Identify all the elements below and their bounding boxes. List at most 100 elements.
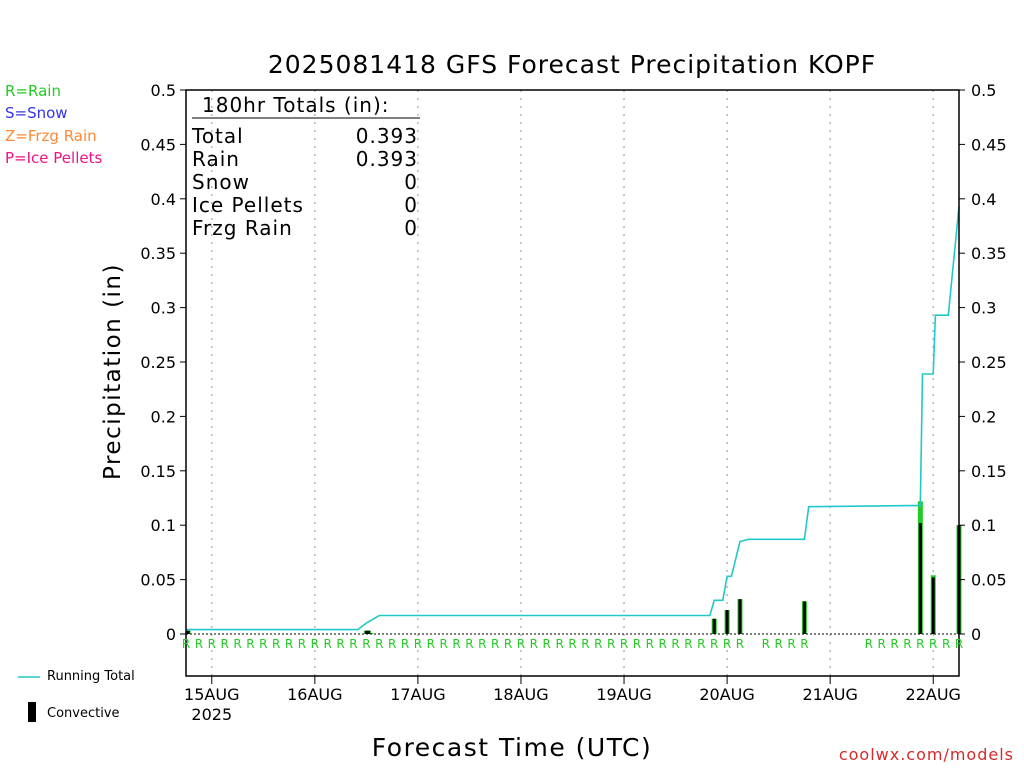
ptype-marker: R [362, 637, 370, 651]
credit-text: coolwx.com/models [838, 745, 1014, 764]
ptype-marker: R [890, 637, 898, 651]
totals-row-label: Frzg Rain [192, 216, 293, 240]
legend-running-total-label: Running Total [47, 669, 135, 684]
y-tick-label-left: 0.25 [140, 353, 176, 372]
legend-convective-label: Convective [47, 706, 120, 721]
ptype-marker: R [259, 637, 267, 651]
ptype-marker: R [220, 637, 228, 651]
ptype-marker: R [478, 637, 486, 651]
convective-bar [802, 601, 806, 634]
x-tick-label: 21AUG [802, 685, 857, 704]
ptype-marker: R [543, 637, 551, 651]
convective-bar [918, 523, 922, 634]
totals-row-value: 0.393 [356, 147, 418, 171]
legend-key-snow: S=Snow [5, 104, 68, 122]
y-tick-label-right: 0.45 [971, 135, 1007, 154]
ptype-marker: R [916, 637, 924, 651]
ptype-marker: R [336, 637, 344, 651]
y-tick-label-right: 0.4 [971, 190, 996, 209]
ptype-marker: R [594, 637, 602, 651]
ptype-marker: R [324, 637, 332, 651]
y-tick-label-left: 0.15 [140, 462, 176, 481]
totals-row-label: Total [191, 124, 244, 148]
convective-bar [712, 618, 716, 634]
y-tick-label-left: 0.2 [151, 407, 176, 426]
ptype-marker: R [684, 637, 692, 651]
y-tick-label-right: 0.2 [971, 407, 996, 426]
plot-frame [185, 89, 960, 677]
ptype-marker: R [568, 637, 576, 651]
convective-swatch [28, 702, 36, 722]
ptype-marker: R [414, 637, 422, 651]
x-tick-label: 22AUG [906, 685, 961, 704]
rain-bar [368, 632, 374, 634]
ptype-marker: R [208, 637, 216, 651]
ptype-marker: R [659, 637, 667, 651]
convective-bar [931, 577, 935, 634]
totals-row-label: Rain [192, 147, 240, 171]
legend-key-rain: R=Rain [5, 82, 61, 100]
x-tick-label: 15AUG [184, 685, 239, 704]
ptype-marker: R [800, 637, 808, 651]
ptype-marker: R [865, 637, 873, 651]
running-total-line [186, 206, 960, 631]
totals-row-label: Snow [192, 170, 250, 194]
ptype-marker: R [182, 637, 190, 651]
ptype-marker: R [517, 637, 525, 651]
bars-layer [185, 501, 962, 634]
y-tick-label-left: 0.05 [140, 571, 176, 590]
convective-bar [364, 630, 368, 634]
ptype-marker: R [555, 637, 563, 651]
ptype-marker: R [723, 637, 731, 651]
ptype-marker: R [762, 637, 770, 651]
ptype-marker: R [233, 637, 241, 651]
y-tick-label-left: 0.45 [140, 135, 176, 154]
legend-key-ice-pellets: P=Ice Pellets [5, 149, 103, 167]
ptype-marker: R [787, 637, 795, 651]
y-tick-label-right: 0.1 [971, 516, 996, 535]
ptype-marker: R [504, 637, 512, 651]
ptype-marker: R [375, 637, 383, 651]
y-tick-label-left: 0.3 [151, 299, 176, 318]
x-tick-label: 18AUG [493, 685, 548, 704]
ptype-marker: R [774, 637, 782, 651]
chart-title: 2025081418 GFS Forecast Precipitation KO… [267, 50, 877, 79]
ptype-marker: R [530, 637, 538, 651]
x-tick-label: 19AUG [596, 685, 651, 704]
totals-row-label: Ice Pellets [192, 193, 304, 217]
convective-bar [725, 610, 729, 634]
ptype-marker: R [736, 637, 744, 651]
y-tick-label-right: 0.35 [971, 244, 1007, 263]
ptype-marker: R [195, 637, 203, 651]
ptype-marker: R [710, 637, 718, 651]
ptype-marker: R [491, 637, 499, 651]
y-tick-label-right: 0.15 [971, 462, 1007, 481]
totals-row-value: 0 [404, 170, 418, 194]
ptype-marker: R [942, 637, 950, 651]
ptype-marker: R [607, 637, 615, 651]
y-axis-ticks: 0 00.05 0.050.1 0.10.15 0.150.2 0.20.25 0.250.… [140, 81, 1006, 644]
ptype-marker: R [671, 637, 679, 651]
y-tick-label-left: 0 [166, 625, 176, 644]
ptype-marker: R [633, 637, 641, 651]
y-tick-label-right: 0.05 [971, 571, 1007, 590]
convective-bar [186, 630, 190, 634]
y-tick-label-right: 0 [971, 625, 981, 644]
x-axis-ticks: 15AUG 16AUG 17AUG 18AUG 19AUG 20AUG 21AUG 22AUG… [184, 676, 961, 724]
convective-bar [367, 630, 371, 634]
ptype-marker: R [388, 637, 396, 651]
y-tick-label-right: 0.25 [971, 353, 1007, 372]
ptype-marker: R [878, 637, 886, 651]
y-tick-label-right: 0.5 [971, 81, 996, 100]
x-tick-label: 16AUG [287, 685, 342, 704]
y-tick-label-left: 0.5 [151, 81, 176, 100]
totals-row-value: 0.393 [356, 124, 418, 148]
ptype-marker: R [903, 637, 911, 651]
ptype-marker: R [955, 637, 963, 651]
y-tick-label-left: 0.35 [140, 244, 176, 263]
totals-row-value: 0 [404, 216, 418, 240]
ptype-marker: R [452, 637, 460, 651]
ptype-marker: R [349, 637, 357, 651]
ptype-marker: R [581, 637, 589, 651]
